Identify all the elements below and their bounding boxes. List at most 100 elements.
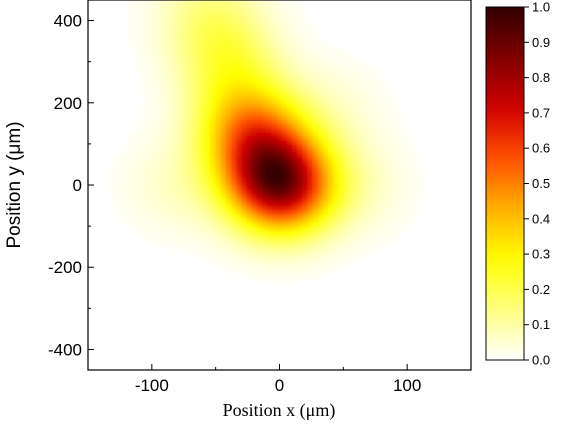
heatmap-cell bbox=[261, 8, 268, 13]
heatmap-cell bbox=[271, 213, 278, 219]
heatmap-cell bbox=[133, 217, 140, 223]
heatmap-cell bbox=[333, 131, 339, 137]
heatmap-cell bbox=[246, 65, 253, 71]
heatmap-cell bbox=[251, 160, 258, 166]
colorbar-ticks: 0.00.10.20.30.40.50.60.70.80.91.0 bbox=[524, 0, 550, 368]
heatmap-cell bbox=[169, 111, 176, 116]
heatmap-cell bbox=[154, 176, 161, 182]
heatmap-cell bbox=[230, 131, 237, 137]
heatmap-cell bbox=[394, 102, 401, 108]
heatmap-cell bbox=[343, 254, 350, 260]
heatmap-cell bbox=[379, 180, 385, 186]
heatmap-cell bbox=[317, 98, 324, 104]
heatmap-cell bbox=[333, 164, 339, 170]
heatmap-cell bbox=[220, 176, 227, 182]
heatmap-cell bbox=[282, 49, 288, 55]
heatmap-cell bbox=[271, 61, 278, 67]
heatmap-cell bbox=[195, 164, 201, 170]
heatmap-cell bbox=[128, 148, 135, 153]
heatmap-cell bbox=[266, 41, 273, 46]
heatmap-cell bbox=[302, 98, 309, 104]
heatmap-cell bbox=[236, 254, 242, 260]
heatmap-cell bbox=[292, 160, 298, 166]
heatmap-cell bbox=[343, 111, 350, 116]
heatmap-cell bbox=[144, 180, 150, 186]
heatmap-cell bbox=[236, 57, 242, 63]
heatmap-cell bbox=[261, 143, 268, 149]
heatmap-cell bbox=[123, 172, 130, 178]
heatmap-cell bbox=[210, 115, 217, 120]
heatmap-cell bbox=[353, 82, 360, 87]
heatmap-cell bbox=[353, 226, 360, 231]
heatmap-cell bbox=[399, 189, 406, 194]
heatmap-cell bbox=[251, 176, 258, 182]
heatmap-cell bbox=[113, 189, 120, 194]
heatmap-cell bbox=[230, 65, 237, 71]
heatmap-cell bbox=[282, 217, 288, 223]
heatmap-cell bbox=[282, 156, 288, 161]
heatmap-cell bbox=[399, 213, 406, 219]
heatmap-cell bbox=[190, 102, 196, 108]
heatmap-cell bbox=[179, 176, 186, 182]
heatmap-cell bbox=[154, 28, 161, 34]
heatmap-cell bbox=[215, 32, 222, 38]
heatmap-cell bbox=[230, 45, 237, 50]
heatmap-cell bbox=[251, 69, 258, 75]
heatmap-cell bbox=[358, 222, 365, 227]
heatmap-cell bbox=[246, 74, 253, 79]
heatmap-cell bbox=[169, 12, 176, 18]
heatmap-cell bbox=[220, 106, 227, 112]
heatmap-cell bbox=[159, 152, 166, 157]
heatmap-cell bbox=[144, 45, 150, 50]
heatmap-cell bbox=[307, 28, 314, 34]
heatmap-cell bbox=[179, 0, 186, 5]
heatmap-cell bbox=[302, 94, 309, 100]
heatmap-cell bbox=[159, 57, 166, 63]
heatmap-cell bbox=[190, 65, 196, 71]
heatmap-cell bbox=[271, 78, 278, 83]
heatmap-cell bbox=[312, 189, 319, 194]
heatmap-cell bbox=[343, 164, 350, 170]
heatmap-cell bbox=[179, 189, 186, 194]
heatmap-cell bbox=[179, 37, 186, 42]
heatmap-cell bbox=[373, 102, 380, 108]
heatmap-cell bbox=[343, 61, 350, 67]
heatmap-cell bbox=[271, 180, 278, 186]
heatmap-cell bbox=[256, 259, 263, 264]
heatmap-cell bbox=[379, 160, 385, 166]
heatmap-cell bbox=[322, 135, 329, 141]
heatmap-cell bbox=[230, 78, 237, 83]
heatmap-cell bbox=[353, 185, 360, 190]
heatmap-cell bbox=[236, 78, 242, 83]
heatmap-cell bbox=[230, 185, 237, 190]
heatmap-cell bbox=[200, 8, 207, 13]
heatmap-cell bbox=[287, 57, 293, 63]
heatmap-cell bbox=[215, 148, 222, 153]
heatmap-cell bbox=[358, 156, 365, 161]
heatmap-cell bbox=[210, 143, 217, 149]
heatmap-cell bbox=[215, 242, 222, 248]
heatmap-cell bbox=[394, 127, 401, 133]
heatmap-cell bbox=[276, 28, 283, 34]
heatmap-cell bbox=[353, 201, 360, 207]
heatmap-cell bbox=[333, 263, 339, 268]
heatmap-cell bbox=[185, 152, 191, 157]
heatmap-cell bbox=[205, 197, 212, 203]
heatmap-cell bbox=[195, 234, 201, 240]
heatmap-cell bbox=[353, 102, 360, 108]
heatmap-cell bbox=[241, 74, 247, 79]
heatmap-cell bbox=[128, 209, 135, 215]
heatmap-cell bbox=[322, 148, 329, 153]
heatmap-cell bbox=[368, 234, 375, 240]
heatmap-cell bbox=[353, 242, 360, 248]
heatmap-cell bbox=[154, 242, 161, 248]
heatmap-cell bbox=[256, 160, 263, 166]
heatmap-cell bbox=[159, 78, 166, 83]
heatmap-cell bbox=[149, 172, 155, 178]
heatmap-cell bbox=[399, 226, 406, 231]
heatmap-cell bbox=[144, 78, 150, 83]
heatmap-cell bbox=[373, 213, 380, 219]
heatmap-cell bbox=[144, 197, 150, 203]
heatmap-cell bbox=[225, 263, 232, 268]
heatmap-cell bbox=[266, 143, 273, 149]
